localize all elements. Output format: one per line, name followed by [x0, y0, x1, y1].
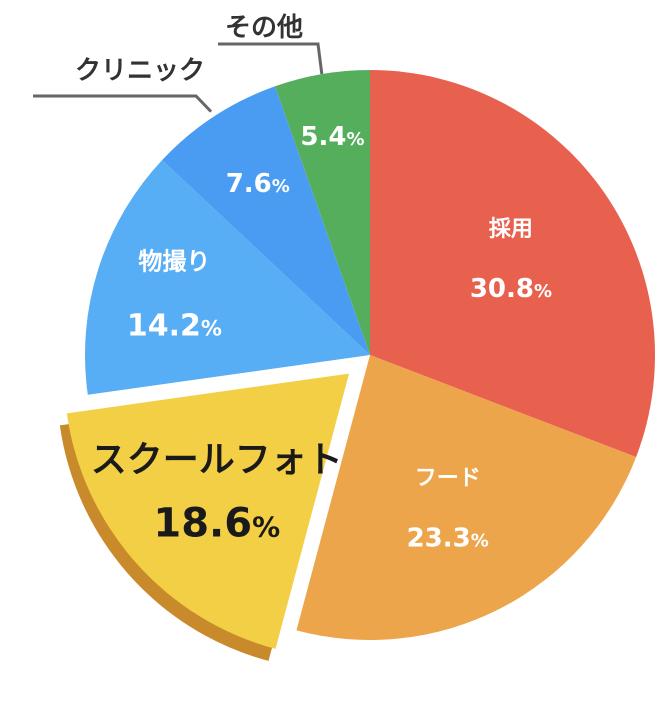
slice-3-value: 18.6%	[153, 501, 280, 547]
slice-5-value: 7.6%	[226, 169, 290, 199]
slice-5-wedge	[162, 86, 370, 355]
slice-5-leader-line	[33, 94, 213, 113]
slice-6-leader-line	[218, 42, 324, 75]
slice-5-label: クリニック	[75, 56, 205, 86]
slice-6-wedge	[275, 70, 370, 355]
slice-6-value: 5.4%	[300, 122, 364, 152]
slice-1-label: 採用	[489, 217, 533, 242]
slice-3-label: スクールフォト	[91, 439, 343, 480]
slice-2-wedge	[296, 355, 637, 640]
slice-4-value: 14.2%	[127, 309, 222, 344]
slice-1-value: 30.8%	[470, 274, 552, 304]
slice-4-wedge	[85, 160, 370, 395]
slice-6-label: その他	[225, 13, 303, 43]
slice-2-label: フード	[415, 466, 481, 491]
slice-2-value: 23.3%	[407, 523, 489, 553]
slice-1-wedge	[370, 70, 655, 458]
slice-4-label: 物撮り	[138, 247, 210, 275]
slice-3-wedge	[66, 373, 350, 649]
